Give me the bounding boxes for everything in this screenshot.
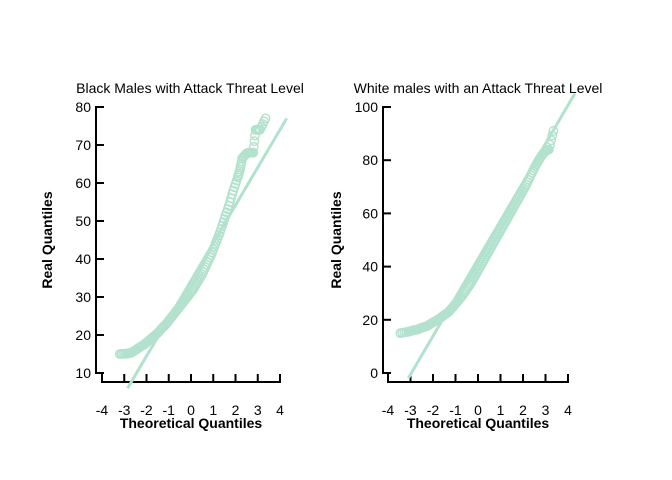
y-tick-label: 60 (362, 205, 378, 221)
x-tick-label: 0 (187, 402, 195, 418)
x-tick-label: -4 (96, 402, 109, 418)
y-tick-label: 40 (362, 259, 378, 275)
y-tick-label: 70 (75, 137, 91, 153)
x-tick-label: 1 (497, 402, 505, 418)
x-tick-label: 1 (209, 402, 217, 418)
y-tick-label: 80 (362, 152, 378, 168)
y-tick-label: 10 (75, 365, 91, 381)
data-point (545, 140, 555, 150)
data-point (249, 136, 260, 147)
chart-title: Black Males with Attack Threat Level (76, 80, 304, 96)
data-point (248, 147, 259, 158)
x-tick-label: 4 (276, 402, 284, 418)
y-tick-label: 30 (75, 289, 91, 305)
x-axis-label: Theoretical Quantiles (120, 415, 263, 431)
y-tick-label: 0 (370, 365, 378, 381)
x-axis-label: Theoretical Quantiles (407, 415, 550, 431)
x-tick-label: -2 (427, 402, 440, 418)
x-tick-label: -1 (449, 402, 462, 418)
y-tick-label: 60 (75, 175, 91, 191)
data-point (546, 135, 557, 146)
y-tick-label: 80 (75, 99, 91, 115)
x-tick-label: -3 (118, 402, 131, 418)
plot-data-area (114, 113, 288, 389)
y-axis-label: Real Quantiles (328, 191, 344, 288)
x-tick-label: 3 (254, 402, 262, 418)
x-tick-label: 3 (542, 402, 550, 418)
x-tick-label: -3 (404, 402, 417, 418)
chart-panel-2: White males with an Attack Threat Level 0… (328, 80, 602, 431)
data-point (548, 126, 559, 136)
data-point (543, 144, 554, 155)
x-tick-label: -4 (382, 402, 395, 418)
data-point (547, 130, 558, 141)
x-tick-label: 2 (232, 402, 240, 418)
x-tick-label: 4 (564, 402, 572, 418)
y-tick-label: 20 (75, 327, 91, 343)
y-tick-label: 20 (362, 312, 378, 328)
chart-title: White males with an Attack Threat Level (354, 80, 603, 96)
chart-panel-1: Black Males with Attack Threat Level1020… (39, 80, 304, 431)
x-tick-label: 2 (519, 402, 527, 418)
y-axis-label: Real Quantiles (39, 191, 55, 288)
plot-data-area (395, 92, 577, 380)
x-tick-label: 0 (474, 402, 482, 418)
y-tick-label: 40 (75, 251, 91, 267)
data-point (260, 113, 271, 124)
x-tick-label: -2 (140, 402, 153, 418)
data-point (248, 141, 259, 152)
y-tick-label: 50 (75, 213, 91, 229)
y-tick-label: 100 (355, 99, 379, 115)
x-tick-label: -1 (163, 402, 176, 418)
